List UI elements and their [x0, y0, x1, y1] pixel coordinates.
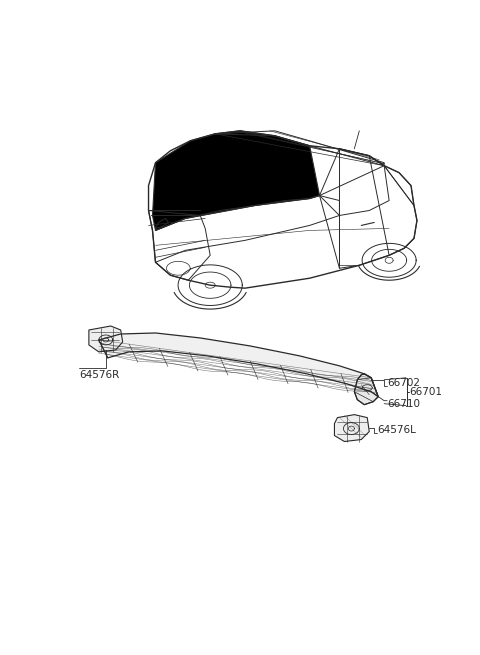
Polygon shape	[89, 326, 123, 352]
Polygon shape	[335, 415, 369, 441]
Polygon shape	[153, 131, 320, 231]
Text: 64576R: 64576R	[79, 370, 119, 380]
Polygon shape	[354, 374, 378, 405]
Text: 66702: 66702	[387, 378, 420, 388]
Polygon shape	[99, 333, 378, 397]
Text: 66710: 66710	[387, 399, 420, 409]
Text: 66701: 66701	[409, 386, 442, 397]
Text: 64576L: 64576L	[377, 424, 416, 434]
